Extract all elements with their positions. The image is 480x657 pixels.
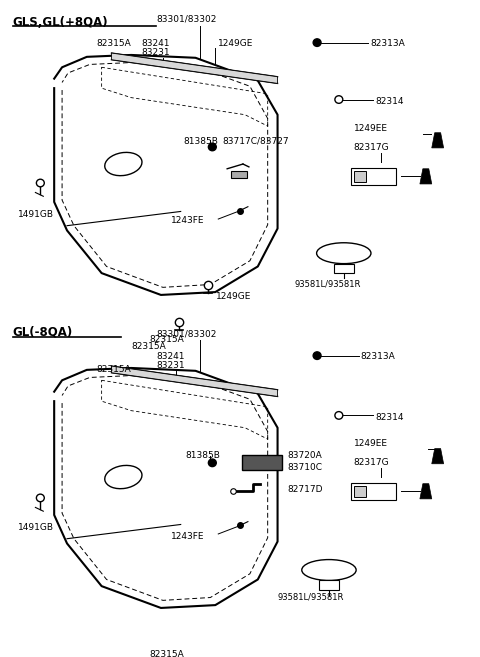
Circle shape [36, 494, 44, 502]
Text: 93581L/93581R: 93581L/93581R [277, 593, 344, 602]
Polygon shape [420, 484, 432, 499]
Polygon shape [432, 449, 444, 464]
Text: 82315A: 82315A [131, 342, 166, 351]
Text: 83717C/83727: 83717C/83727 [222, 137, 289, 145]
Text: 93581L/93581R: 93581L/93581R [294, 280, 361, 289]
Text: 82314: 82314 [375, 97, 404, 106]
Text: 1243FE: 1243FE [171, 532, 204, 541]
Polygon shape [111, 366, 277, 396]
Text: 83301/83302: 83301/83302 [156, 14, 216, 23]
Text: 83720A: 83720A [288, 451, 322, 461]
Text: 82313A: 82313A [360, 352, 396, 361]
Text: 82315A: 82315A [96, 39, 132, 48]
Text: 82317G: 82317G [354, 143, 389, 152]
Polygon shape [111, 53, 277, 83]
Text: 82315A: 82315A [96, 365, 132, 374]
Polygon shape [420, 169, 432, 184]
Circle shape [335, 96, 343, 103]
Bar [354, 171, 366, 182]
Bar [319, 580, 339, 590]
Text: 83231: 83231 [141, 49, 170, 57]
Bar [351, 483, 396, 500]
Circle shape [335, 411, 343, 419]
Text: 82317G: 82317G [354, 458, 389, 467]
Text: 1243FE: 1243FE [171, 216, 204, 225]
Polygon shape [432, 133, 444, 148]
Text: 82717D: 82717D [288, 485, 323, 493]
Text: 1249GE: 1249GE [218, 39, 253, 48]
Bar [334, 263, 354, 273]
Circle shape [313, 39, 321, 47]
Text: 1249EE: 1249EE [354, 124, 388, 133]
Text: 1491GB: 1491GB [18, 522, 54, 532]
Circle shape [36, 179, 44, 187]
Text: 81385B: 81385B [184, 137, 218, 145]
Text: 83241: 83241 [156, 352, 184, 361]
Circle shape [313, 352, 321, 359]
Circle shape [208, 143, 216, 150]
Text: 1249EE: 1249EE [354, 439, 388, 448]
Ellipse shape [105, 465, 142, 489]
Text: GL(-8QA): GL(-8QA) [12, 325, 73, 338]
Text: 82315A: 82315A [149, 335, 184, 344]
Ellipse shape [317, 242, 371, 263]
Bar [231, 171, 247, 178]
Text: 82315A: 82315A [149, 650, 184, 657]
Text: 83231: 83231 [156, 361, 185, 371]
Circle shape [175, 631, 183, 639]
Circle shape [173, 630, 185, 641]
Text: 83710C: 83710C [288, 463, 323, 472]
Bar [242, 455, 281, 470]
Text: 82314: 82314 [375, 413, 404, 422]
Text: 82313A: 82313A [371, 39, 405, 48]
Text: GLS,GL(+8QA): GLS,GL(+8QA) [12, 16, 108, 29]
Bar [351, 168, 396, 185]
Text: 1491GB: 1491GB [18, 210, 54, 219]
Bar [354, 486, 366, 497]
Circle shape [208, 459, 216, 466]
Text: 1249GE: 1249GE [216, 292, 252, 301]
Ellipse shape [105, 152, 142, 175]
Text: 83241: 83241 [141, 39, 169, 48]
Ellipse shape [302, 560, 356, 580]
Text: 83301/83302: 83301/83302 [156, 329, 216, 338]
Text: 81385B: 81385B [186, 451, 220, 461]
